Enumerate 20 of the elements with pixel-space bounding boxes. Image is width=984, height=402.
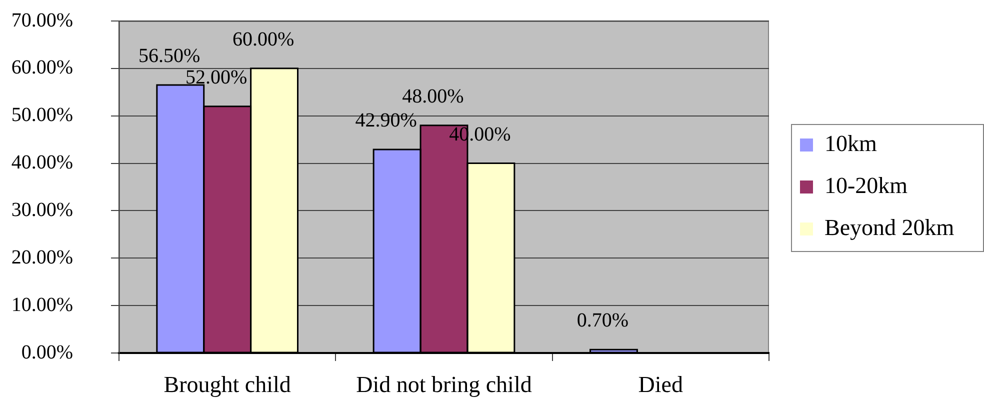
x-tick-label: Did not bring child — [356, 372, 532, 397]
x-tick-label: Died — [638, 372, 684, 397]
data-label: 42.90% — [355, 110, 417, 132]
y-tick-label: 50.00% — [11, 104, 73, 126]
y-tick-label: 10.00% — [11, 294, 73, 316]
data-label: 56.50% — [138, 45, 200, 68]
x-tick-label: Brought child — [164, 372, 292, 397]
legend-label: 10km — [824, 131, 877, 156]
y-tick-label: 40.00% — [11, 152, 73, 174]
data-label: 52.00% — [185, 66, 248, 88]
y-tick-label: 60.00% — [11, 56, 73, 79]
y-tick-label: 20.00% — [11, 246, 73, 268]
y-tick-label: 70.00% — [11, 9, 73, 32]
data-label: 48.00% — [402, 85, 464, 108]
data-label: 60.00% — [232, 28, 294, 50]
legend-label: 10-20km — [824, 173, 908, 198]
y-tick-label: 0.00% — [21, 341, 73, 364]
data-label: 0.70% — [576, 310, 629, 332]
legend-label: Beyond 20km — [824, 215, 954, 240]
y-tick-label: 30.00% — [11, 198, 73, 221]
